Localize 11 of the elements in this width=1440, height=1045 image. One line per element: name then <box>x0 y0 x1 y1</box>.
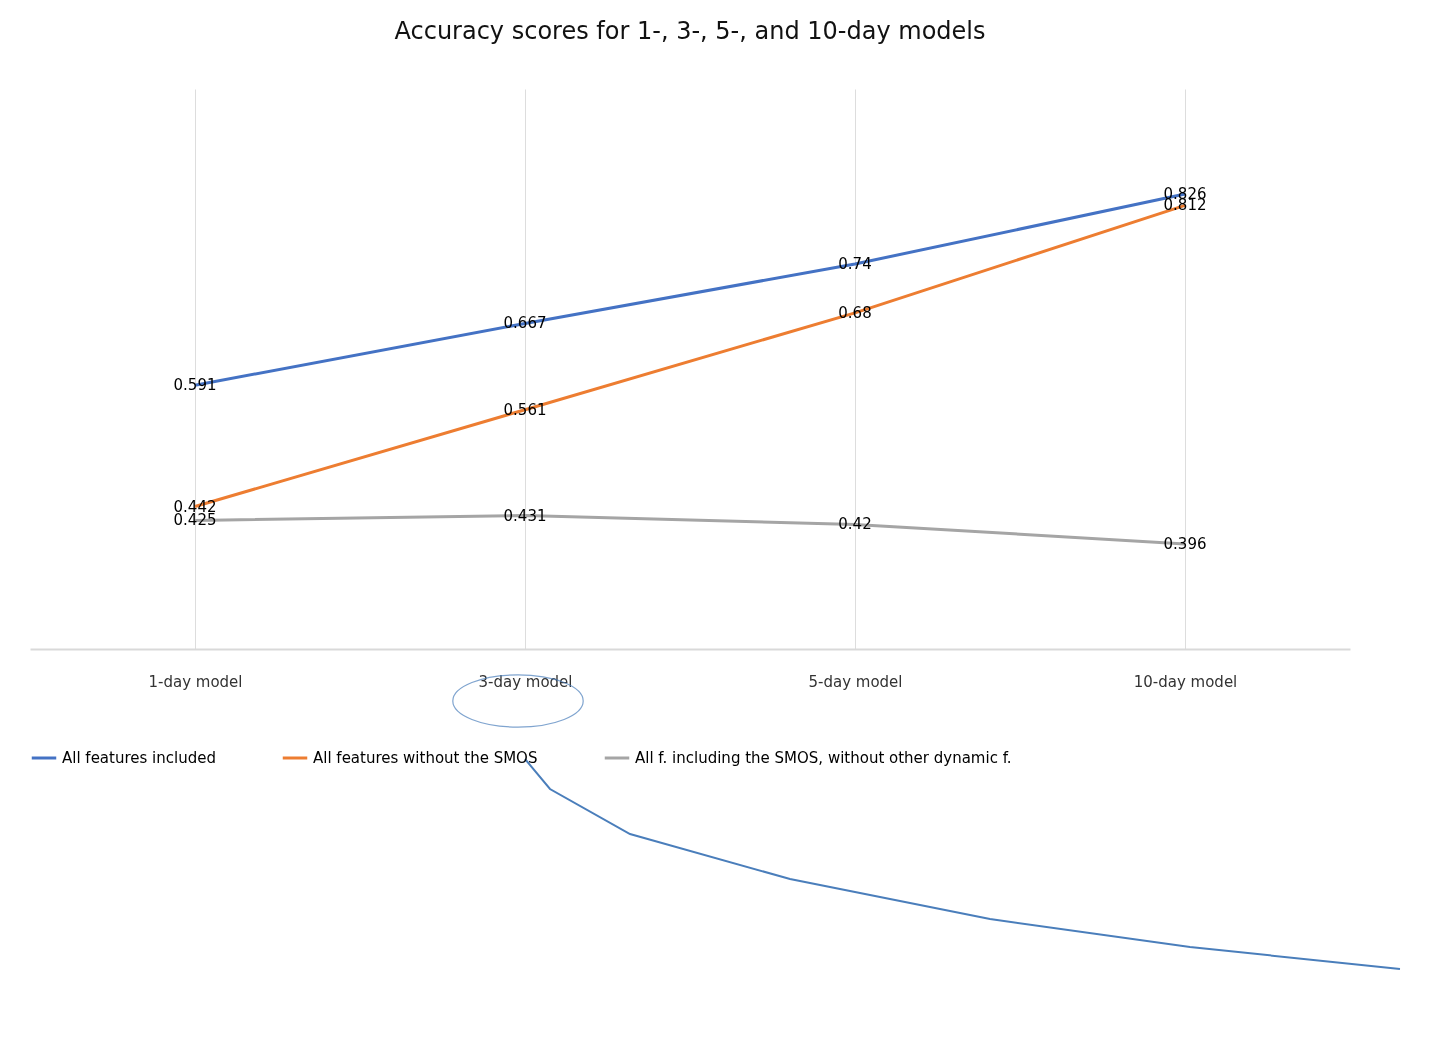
chart-title: Accuracy scores for 1-, 3-, 5-, and 10-day models <box>394 17 986 45</box>
legend-label: All features without the SMOS <box>313 749 538 767</box>
data-label: 0.591 <box>173 376 217 395</box>
x-tick-label: 1-day model <box>148 672 243 691</box>
x-tick-label: 5-day model <box>808 672 903 691</box>
legend-label: All features included <box>62 749 216 767</box>
data-label: 0.431 <box>503 506 547 525</box>
x-tick-label: 10-day model <box>1133 672 1238 691</box>
data-label: 0.396 <box>1163 535 1207 553</box>
legend-label: All f. including the SMOS, without other dynamic f. <box>635 749 1012 767</box>
data-label: 0.42 <box>838 515 872 534</box>
